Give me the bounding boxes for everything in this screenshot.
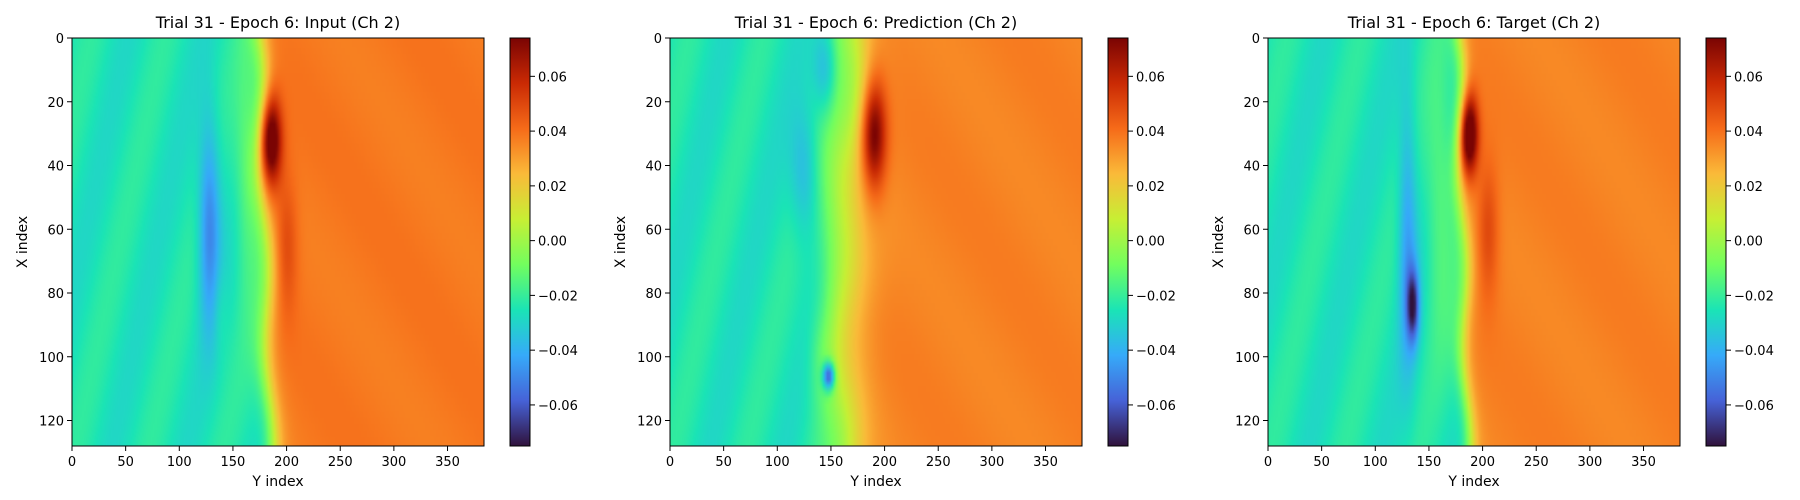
y-tick-label: 120 [637, 415, 662, 430]
x-tick-label: 250 [926, 455, 951, 470]
x-tick-label: 100 [167, 455, 192, 470]
y-axis-label: X index [15, 216, 31, 268]
heatmap-image [1268, 38, 1680, 446]
x-axis-label: Y index [1447, 474, 1499, 490]
y-tick-label: 120 [39, 415, 64, 430]
colorbar-tick-label: −0.02 [1734, 289, 1774, 304]
chart-title: Trial 31 - Epoch 6: Prediction (Ch 2) [734, 13, 1017, 32]
y-tick-label: 80 [1243, 287, 1260, 302]
y-tick-label: 80 [645, 287, 662, 302]
y-tick-label: 60 [47, 223, 64, 238]
chart-title: Trial 31 - Epoch 6: Target (Ch 2) [1347, 13, 1600, 32]
y-tick-label: 100 [1235, 351, 1260, 366]
colorbar-tick-label: 0.00 [1136, 235, 1165, 250]
colorbar-tick-label: 0.02 [538, 180, 567, 195]
colorbar-tick-label: 0.02 [1136, 180, 1165, 195]
colorbar-tick-label: −0.02 [538, 289, 578, 304]
colorbar-tick-label: 0.04 [1734, 125, 1763, 140]
x-tick-label: 100 [1363, 455, 1388, 470]
x-tick-label: 0 [1264, 455, 1272, 470]
y-tick-label: 120 [1235, 415, 1260, 430]
y-tick-label: 80 [47, 287, 64, 302]
x-tick-label: 150 [819, 455, 844, 470]
x-tick-label: 200 [274, 455, 299, 470]
x-tick-label: 150 [1417, 455, 1442, 470]
x-axis-label: Y index [251, 474, 303, 490]
colorbar-tick-label: 0.02 [1734, 180, 1763, 195]
x-tick-label: 250 [328, 455, 353, 470]
x-tick-label: 300 [1577, 455, 1602, 470]
colorbar-tick-label: 0.06 [1136, 70, 1165, 85]
colorbar-tick-label: −0.02 [1136, 289, 1176, 304]
colorbar-tick-label: −0.04 [1136, 344, 1176, 359]
y-tick-label: 0 [1252, 32, 1260, 47]
x-tick-label: 100 [765, 455, 790, 470]
x-tick-label: 50 [117, 455, 134, 470]
y-tick-label: 60 [645, 223, 662, 238]
x-tick-label: 350 [1033, 455, 1058, 470]
x-tick-label: 250 [1524, 455, 1549, 470]
colorbar-tick-label: 0.04 [538, 125, 567, 140]
y-tick-label: 40 [47, 160, 64, 175]
heatmap-image [72, 38, 484, 446]
axes-frame [71, 37, 485, 447]
colorbar [1107, 37, 1129, 447]
colorbar [509, 37, 531, 447]
colorbar [1705, 37, 1727, 447]
y-tick-label: 100 [637, 351, 662, 366]
x-tick-label: 300 [979, 455, 1004, 470]
y-tick-label: 60 [1243, 223, 1260, 238]
x-tick-label: 350 [435, 455, 460, 470]
colorbar-tick-label: −0.06 [538, 399, 578, 414]
x-tick-label: 200 [872, 455, 897, 470]
x-tick-label: 350 [1631, 455, 1656, 470]
colorbar-tick-label: −0.04 [538, 344, 578, 359]
y-tick-label: 40 [645, 160, 662, 175]
y-tick-label: 20 [1243, 96, 1260, 111]
colorbar-tick-label: 0.06 [538, 70, 567, 85]
y-tick-label: 20 [645, 96, 662, 111]
colorbar-tick-label: −0.06 [1734, 399, 1774, 414]
axes-frame [1267, 37, 1681, 447]
x-tick-label: 300 [381, 455, 406, 470]
y-tick-label: 20 [47, 96, 64, 111]
colorbar-tick-label: 0.04 [1136, 125, 1165, 140]
colorbar-tick-label: −0.04 [1734, 344, 1774, 359]
chart-title: Trial 31 - Epoch 6: Input (Ch 2) [155, 13, 400, 32]
y-tick-label: 100 [39, 351, 64, 366]
colorbar-tick-label: 0.00 [538, 235, 567, 250]
colorbar-tick-label: −0.06 [1136, 399, 1176, 414]
x-tick-label: 150 [221, 455, 246, 470]
y-axis-label: X index [613, 216, 629, 268]
x-tick-label: 200 [1470, 455, 1495, 470]
y-tick-label: 40 [1243, 160, 1260, 175]
heatmap-image [670, 38, 1082, 446]
y-tick-label: 0 [56, 32, 64, 47]
colorbar-tick-label: 0.06 [1734, 70, 1763, 85]
x-axis-label: Y index [849, 474, 901, 490]
colorbar-tick-label: 0.00 [1734, 235, 1763, 250]
axes-frame [669, 37, 1083, 447]
y-tick-label: 0 [654, 32, 662, 47]
x-tick-label: 0 [666, 455, 674, 470]
x-tick-label: 50 [715, 455, 732, 470]
y-axis-label: X index [1211, 216, 1227, 268]
x-tick-label: 50 [1313, 455, 1330, 470]
x-tick-label: 0 [68, 455, 76, 470]
